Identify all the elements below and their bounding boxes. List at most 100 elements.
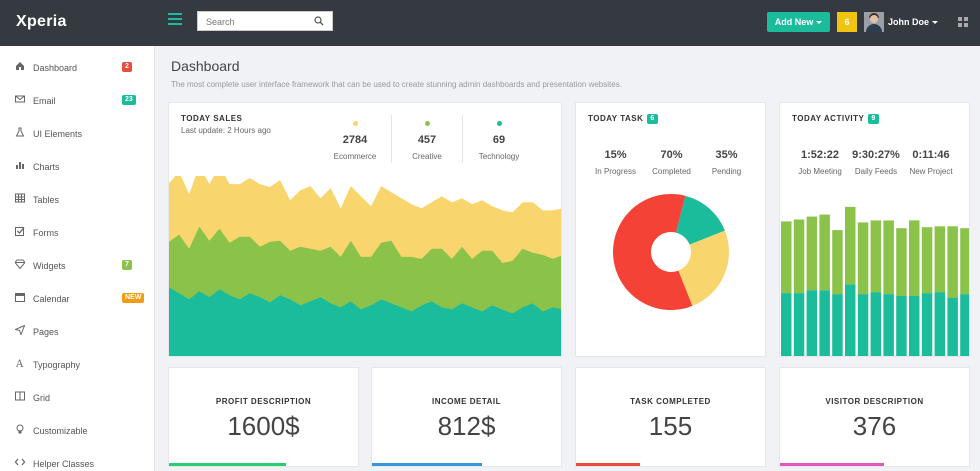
activity-bar [947,226,958,298]
today-sales-card: TODAY SALES Last update: 2 Hours ago 278… [168,102,562,357]
sidebar-item-helper-classes[interactable]: Helper Classes [0,445,155,471]
summary-value: 376 [852,411,897,441]
card-title: TODAY ACTIVITY 9 [792,114,879,124]
stat-value: 0:11:46 [912,149,950,161]
count-badge: 6 [647,114,658,124]
sidebar-item-ui-elements[interactable]: UI Elements [0,115,155,148]
divider [391,115,392,163]
search-icon[interactable] [314,16,324,26]
activity-bar [819,290,830,356]
sidebar-item-label: Calendar [33,294,70,304]
card-title-text: TODAY TASK [588,114,644,123]
activity-bar [960,228,969,295]
envelope-icon [15,95,25,103]
sidebar-item-calendar[interactable]: Calendar NEW [0,280,155,313]
sidebar-item-label: Email [33,96,56,106]
task-completed-card: TASK COMPLETED 155 [575,367,766,467]
sidebar-item-widgets[interactable]: Widgets 7 [0,247,155,280]
stat-daily-feeds: 9:30:27% Daily Feeds [846,149,906,176]
legend-dot [352,121,358,126]
card-title: TODAY SALES [181,114,243,123]
donut-slice-2 [613,194,693,310]
stat-job-meeting: 1:52:22 Job Meeting [790,149,850,176]
card-title-text: TODAY ACTIVITY [792,114,865,123]
divider [462,115,463,163]
bulb-icon [16,424,24,434]
summary-value: 812$ [437,411,496,441]
stat-new-project: 0:11:46 New Project [902,149,960,176]
donut-slice-1 [678,230,729,306]
checkbox-icon [15,227,25,236]
apps-grid-icon[interactable] [958,17,968,27]
stat-pending: 35% Pending [699,149,754,176]
activity-bar-chart [781,206,969,356]
stat-value: 2784 [342,134,368,146]
today-task-card: TODAY TASK 6 15% In Progress 70% Complete… [575,102,766,357]
activity-bar [896,228,907,296]
sidebar-item-dashboard[interactable]: Dashboard 2 [0,49,155,82]
progress-strip [780,463,884,466]
stat-in-progress: 15% In Progress [588,149,643,176]
menu-toggle-icon[interactable] [168,13,182,27]
sidebar-item-grid[interactable]: Grid [0,379,155,412]
count-badge: NEW [122,293,145,303]
sidebar-item-label: Grid [33,393,51,403]
stat-label: Creative [412,152,442,161]
activity-bar [883,220,894,294]
stat-ecommerce: 2784 Ecommerce [329,121,381,161]
search-box[interactable] [197,11,333,31]
card-title: PROFIT DESCRIPTION [215,397,312,406]
activity-bar [909,296,920,356]
income-detail-card: INCOME DETAIL 812$ [371,367,562,467]
activity-bar [845,206,856,285]
activity-bar [947,297,958,356]
chevron-down-icon [932,21,939,25]
sidebar-item-label: Customizable [33,426,88,436]
activity-bar [819,214,830,291]
sidebar-item-label: UI Elements [33,129,83,139]
sidebar: Dashboard 2 Email 23 UI Elements Charts Tables… [0,46,155,471]
sidebar-item-charts[interactable]: Charts [0,148,155,181]
stat-creative: 457 Creative [401,121,453,161]
activity-bar [806,290,818,356]
card-title: VISITOR DESCRIPTION [825,397,924,406]
search-input[interactable] [198,13,308,31]
progress-strip [372,463,482,466]
stat-label: Pending [711,167,742,176]
count-badge: 23 [122,95,136,105]
count-badge: 7 [122,260,132,270]
count-badge: 9 [868,114,879,124]
sidebar-item-label: Charts [33,162,60,172]
sidebar-item-typography[interactable]: A Typography [0,346,155,379]
sidebar-item-label: Tables [33,195,60,205]
avatar[interactable] [864,12,884,32]
activity-bar [934,226,946,293]
card-title: TODAY TASK 6 [588,114,658,124]
app-logo[interactable]: Xperia [16,13,67,30]
add-new-label: Add New [774,17,814,27]
stat-value: 70% [660,149,683,161]
stat-technology: 69 Technology [473,121,525,161]
sidebar-item-forms[interactable]: Forms [0,214,155,247]
page-subtitle: The most complete user interface framewo… [171,80,622,89]
flask-icon [15,127,25,137]
chevron-down-icon [816,21,823,25]
add-new-button[interactable]: Add New [767,12,830,32]
sidebar-item-pages[interactable]: Pages [0,313,155,346]
progress-strip [576,463,641,466]
activity-bar [781,221,792,294]
notification-badge[interactable]: 6 [837,12,857,32]
activity-bar [870,292,882,356]
code-icon [15,458,25,466]
sidebar-item-email[interactable]: Email 23 [0,82,155,115]
user-menu[interactable]: John Doe [888,17,939,27]
sidebar-item-tables[interactable]: Tables [0,181,155,214]
activity-bar [896,296,907,356]
activity-bar [832,294,843,356]
summary-value: 155 [648,411,693,441]
paper-plane-icon [15,325,25,335]
sidebar-item-customizable[interactable]: Customizable [0,412,155,445]
activity-bar [909,220,920,296]
progress-strip [169,463,287,466]
activity-bar [806,216,818,291]
